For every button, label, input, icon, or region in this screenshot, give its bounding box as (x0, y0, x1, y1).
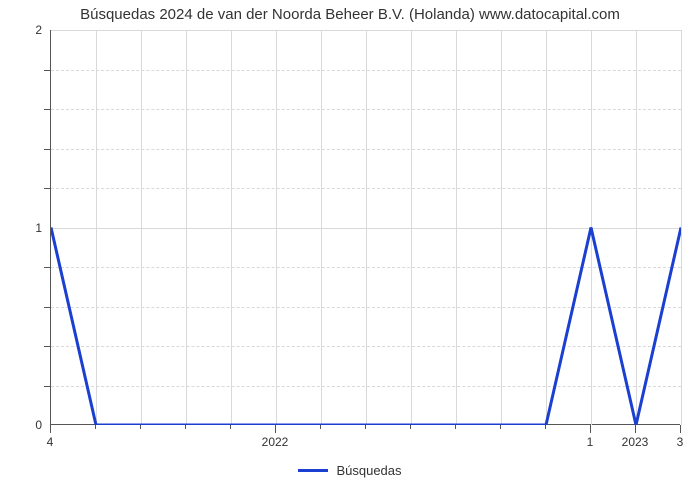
y-minor-tick (44, 188, 50, 189)
y-tick-label: 0 (22, 418, 42, 432)
x-minor-tick (545, 425, 546, 429)
y-minor-tick (44, 109, 50, 110)
plot-area (50, 30, 680, 425)
legend-item: Búsquedas (298, 463, 401, 478)
x-minor-tick (230, 425, 231, 429)
x-tick-mark (50, 425, 51, 433)
x-tick-mark (590, 425, 591, 433)
y-minor-tick (44, 346, 50, 347)
x-tick-label: 3 (677, 435, 684, 449)
x-minor-tick (365, 425, 366, 429)
chart-title: Búsquedas 2024 de van der Noorda Beheer … (0, 6, 700, 23)
x-tick-label: 4 (47, 435, 54, 449)
x-tick-label: 2022 (262, 435, 289, 449)
x-tick-mark (680, 425, 681, 433)
y-minor-tick (44, 70, 50, 71)
x-minor-tick (140, 425, 141, 429)
y-minor-tick (44, 386, 50, 387)
x-minor-tick (410, 425, 411, 429)
y-tick-label: 2 (22, 23, 42, 37)
x-grid-line (681, 30, 682, 425)
x-minor-tick (185, 425, 186, 429)
x-minor-tick (95, 425, 96, 429)
x-tick-label: 2023 (622, 435, 649, 449)
y-minor-tick (44, 267, 50, 268)
x-minor-tick (500, 425, 501, 429)
y-tick-label: 1 (22, 221, 42, 235)
x-minor-tick (455, 425, 456, 429)
series-line (51, 30, 681, 425)
legend: Búsquedas (0, 460, 700, 478)
legend-label: Búsquedas (336, 463, 401, 478)
x-tick-mark (635, 425, 636, 433)
x-minor-tick (320, 425, 321, 429)
legend-swatch (298, 469, 328, 472)
x-tick-mark (275, 425, 276, 433)
y-minor-tick (44, 307, 50, 308)
x-tick-label: 1 (587, 435, 594, 449)
y-minor-tick (44, 149, 50, 150)
